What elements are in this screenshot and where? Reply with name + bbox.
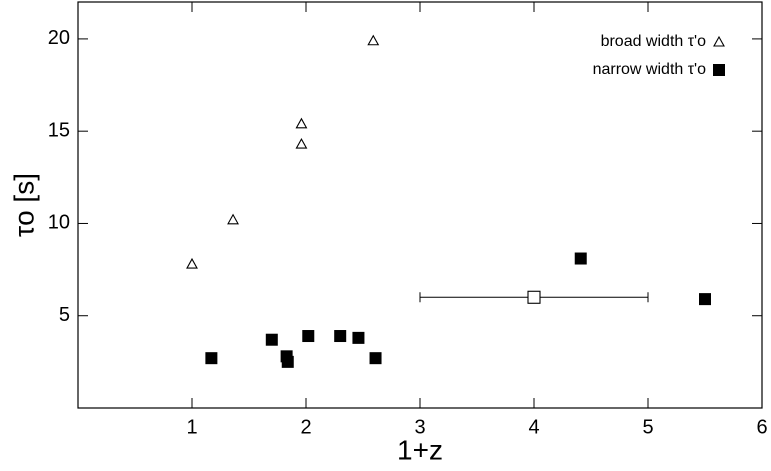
open-square-marker [527,290,541,304]
y-tick-label: 20 [48,27,70,49]
triangle-marker [186,257,198,269]
square-marker [713,64,725,76]
square-marker [281,355,294,368]
x-tick-label: 1 [186,416,197,438]
square-marker [205,352,218,365]
triangle-marker [227,213,239,225]
x-tick-label: 6 [756,416,767,438]
triangle-marker [295,117,308,129]
legend-label: broad width τ'o [601,33,707,50]
x-tick-label: 2 [300,416,311,438]
legend-label: narrow width τ'o [593,61,707,78]
y-tick-label: 10 [48,212,70,234]
square-marker [334,330,347,343]
y-tick-label: 5 [59,304,70,326]
square-marker [699,293,711,306]
x-tick-label: 4 [528,416,539,438]
y-tick-label: 15 [48,119,70,141]
x-tick-label: 5 [642,416,653,438]
square-marker [265,333,278,346]
x-axis-label: 1+z [397,434,443,465]
square-marker [574,252,587,265]
y-axis-label: τo [s] [8,173,39,237]
square-marker [352,331,365,344]
square-marker [369,352,382,365]
triangle-marker [367,34,380,46]
x-tick-label: 3 [414,416,425,438]
triangle-marker [713,35,725,47]
square-marker [302,330,315,343]
triangle-marker [295,137,308,149]
